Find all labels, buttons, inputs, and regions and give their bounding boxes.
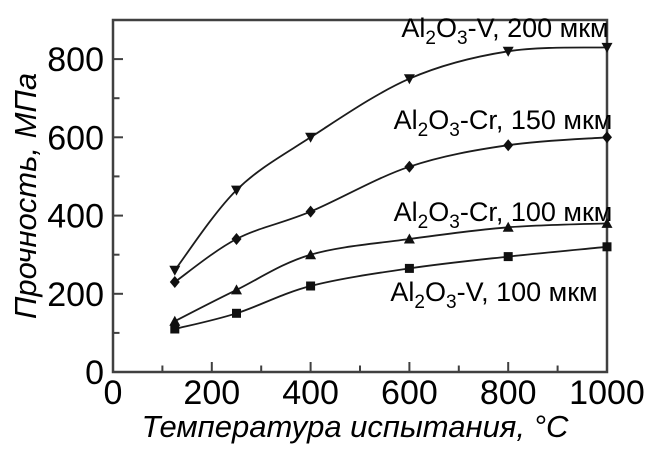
series-label: Al2O3-Cr, 150 мкм bbox=[394, 105, 613, 141]
x-tick-label: 600 bbox=[381, 374, 438, 412]
series-marker-diamond bbox=[231, 233, 242, 245]
series-marker-diamond bbox=[404, 160, 415, 173]
series-marker-triangle-down bbox=[403, 74, 415, 85]
series-marker-diamond bbox=[503, 139, 514, 152]
series-marker-diamond bbox=[305, 205, 316, 218]
y-tick-label: 200 bbox=[47, 276, 104, 314]
series-marker-square bbox=[602, 242, 612, 252]
series-marker-triangle-down bbox=[231, 185, 242, 196]
series-marker-triangle-up bbox=[403, 233, 415, 244]
y-tick-label: 800 bbox=[47, 41, 104, 79]
y-tick-labels: 0 200 400 600 800 bbox=[47, 41, 104, 392]
x-tick-label: 800 bbox=[480, 374, 537, 412]
series-marker-square bbox=[306, 281, 316, 291]
series-marker-triangle-up bbox=[601, 217, 613, 228]
y-axis-title: Прочность, МПа bbox=[8, 73, 43, 319]
series-marker-square bbox=[232, 308, 241, 318]
plot-frame bbox=[111, 18, 609, 374]
x-tick-label: 400 bbox=[282, 374, 339, 412]
series-marker-triangle-up bbox=[502, 221, 514, 232]
x-tick-labels: 0 200 400 600 800 1000 bbox=[104, 374, 645, 412]
series-curve bbox=[174, 46, 608, 271]
x-tick-label: 0 bbox=[104, 374, 123, 412]
x-axis-title: Температура испытания, °С bbox=[142, 409, 569, 444]
axis-ticks bbox=[112, 58, 608, 373]
series-marker-triangle-up bbox=[305, 249, 317, 260]
series-label: Al2O3-Cr, 100 мкм bbox=[394, 197, 613, 233]
x-tick-label: 200 bbox=[183, 374, 240, 412]
y-tick-label: 0 bbox=[85, 354, 104, 392]
series-label: Al2O3-V, 100 мкм bbox=[390, 277, 597, 313]
series-3: Al2O3-V, 100 мкм bbox=[170, 242, 612, 334]
series-1: Al2O3-Cr, 150 мкм bbox=[169, 105, 613, 288]
series-marker-triangle-down bbox=[502, 46, 514, 57]
y-tick-label: 400 bbox=[47, 198, 104, 236]
series-0: Al2O3-V, 200 мкм bbox=[169, 13, 613, 276]
series-marker-triangle-up bbox=[169, 315, 181, 326]
series-2: Al2O3-Cr, 100 мкм bbox=[169, 197, 613, 326]
series-marker-diamond bbox=[602, 131, 612, 144]
series-marker-diamond bbox=[169, 276, 180, 288]
x-tick-label: 1000 bbox=[569, 374, 645, 412]
series-marker-triangle-down bbox=[601, 42, 613, 53]
series-marker-triangle-up bbox=[231, 284, 242, 295]
series-marker-square bbox=[404, 263, 414, 273]
series-marker-triangle-down bbox=[169, 265, 181, 276]
series-label: Al2O3-V, 200 мкм bbox=[401, 13, 608, 49]
series-marker-square bbox=[170, 324, 180, 334]
series-marker-square bbox=[503, 252, 513, 262]
series-marker-triangle-down bbox=[305, 132, 317, 143]
y-tick-label: 600 bbox=[47, 119, 104, 157]
